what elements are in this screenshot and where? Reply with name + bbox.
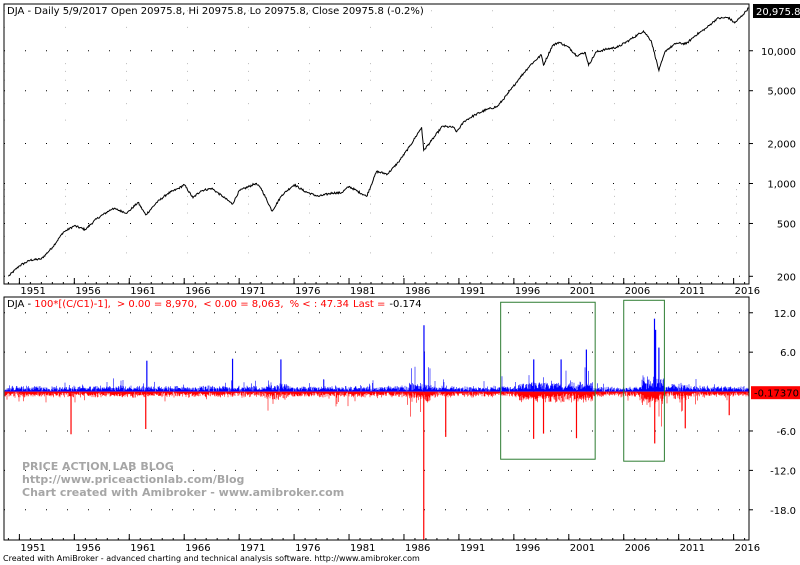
change-y-tick-label: -6.0	[776, 427, 796, 438]
price-y-tick-label: 500	[777, 219, 796, 230]
watermark-line: PRICE ACTION LAB BLOG	[22, 460, 174, 473]
price-x-tick-label: 2006	[625, 286, 650, 297]
change-y-tick-label: 6.0	[780, 348, 796, 359]
title-formula: 100*[(C/C1)-1],	[34, 299, 111, 310]
last-change-label: -0.17370	[754, 389, 799, 400]
price-x-tick-label: 1986	[405, 286, 430, 297]
title-prefix: DJA -	[7, 299, 34, 310]
change-x-tick-label: 1956	[75, 543, 100, 554]
watermark-line: http://www.priceactionlab.com/Blog	[22, 473, 244, 486]
highlight-box	[623, 299, 665, 462]
change-x-tick-label: 1971	[240, 543, 265, 554]
price-y-tick-label: 2,000	[767, 140, 796, 151]
price-x-tick-label: 1971	[240, 286, 265, 297]
change-x-tick-label: 2006	[625, 543, 650, 554]
price-x-tick-label: 1976	[295, 286, 320, 297]
watermark-line: Chart created with Amibroker - www.amibr…	[22, 486, 344, 499]
price-y-tick-label: 1,000	[767, 180, 796, 191]
price-x-tick-label: 2011	[680, 286, 705, 297]
price-x-tick-label: 1961	[130, 286, 155, 297]
price-x-tick-label: 1981	[350, 286, 375, 297]
price-y-tick-label: 5,000	[767, 87, 796, 98]
price-x-tick-label: 1996	[515, 286, 540, 297]
price-pane: 1951 1956 1961 1966 1971 1976 1981 1986 1991 1996…	[3, 3, 800, 297]
price-x-tick-label: 1966	[185, 286, 210, 297]
change-x-tick-label: 1951	[20, 543, 45, 554]
last-change-badge	[751, 386, 800, 400]
price-y-tick-label: 10,000	[761, 47, 796, 58]
change-x-tick-label: 1986	[405, 543, 430, 554]
price-x-tick-label: 2001	[570, 286, 595, 297]
price-x-tick-label: 2016	[735, 286, 760, 297]
change-x-tick-label: 1991	[460, 543, 485, 554]
change-x-tick-label: 1981	[350, 543, 375, 554]
price-x-tick-label: 1991	[460, 286, 485, 297]
price-series-line	[7, 7, 749, 277]
change-y-tick-label: -18.0	[770, 506, 796, 517]
price-y-tick-label: 200	[777, 272, 796, 283]
price-chart-title: DJA - Daily 5/9/2017 Open 20975.8, Hi 20…	[7, 6, 424, 17]
highlight-box	[500, 301, 596, 460]
title-negative-stat: < 0.00 = 8,063,	[203, 299, 283, 310]
change-pane-frame	[3, 296, 750, 541]
change-x-tick-label: 1961	[130, 543, 155, 554]
change-x-tick-label: 2011	[680, 543, 705, 554]
change-pane: PRICE ACTION LAB BLOGhttp://www.priceact…	[3, 296, 800, 554]
change-x-tick-label: 1976	[295, 543, 320, 554]
price-x-tick-label: 1951	[20, 286, 45, 297]
title-pct-stat: % < : 47.34	[290, 299, 349, 310]
title-last-value: -0.174	[389, 299, 421, 310]
change-chart-title: DJA - 100*[(C/C1)-1], > 0.00 = 8,970, < 0.…	[7, 299, 422, 310]
last-price-badge	[753, 4, 800, 18]
last-price-label: 20,975.8	[756, 7, 800, 18]
title-positive-stat: > 0.00 = 8,970,	[117, 299, 197, 310]
change-y-tick-label: -12.0	[770, 466, 796, 477]
price-x-tick-label: 1956	[75, 286, 100, 297]
change-y-tick-label: 12.0	[774, 309, 796, 320]
change-x-tick-label: 2016	[735, 543, 760, 554]
footer-text: Created with AmiBroker - advanced charti…	[3, 554, 420, 563]
change-x-tick-label: 2001	[570, 543, 595, 554]
change-x-tick-label: 1966	[185, 543, 210, 554]
title-last-label: Last =	[353, 299, 385, 310]
change-x-tick-label: 1996	[515, 543, 540, 554]
